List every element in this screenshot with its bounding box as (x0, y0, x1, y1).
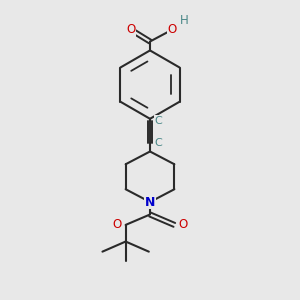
Text: O: O (112, 218, 121, 231)
Text: H: H (180, 14, 189, 27)
Text: O: O (126, 23, 135, 36)
Text: C: C (154, 116, 162, 126)
Text: N: N (145, 196, 155, 208)
Text: O: O (179, 218, 188, 231)
Text: O: O (168, 23, 177, 36)
Text: C: C (154, 139, 162, 148)
